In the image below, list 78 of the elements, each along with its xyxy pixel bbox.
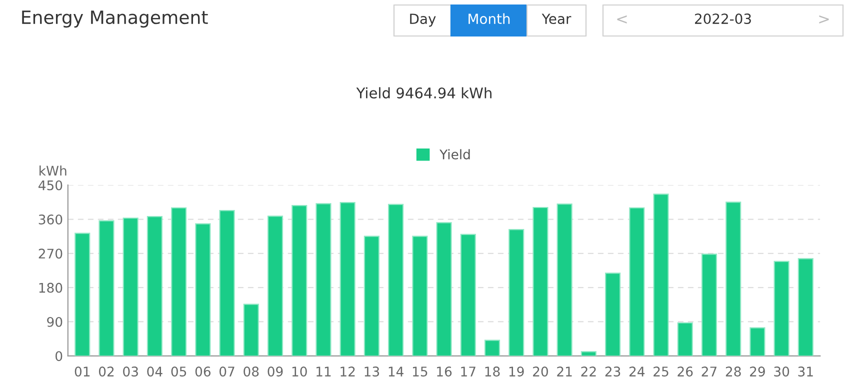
x-tick-label: 20 [533, 366, 548, 377]
text: Day [410, 14, 436, 27]
x-tick-label: 16 [437, 366, 452, 377]
x-tick-label: 10 [292, 366, 307, 377]
x-tick-label: 06 [195, 366, 210, 377]
y-tick-label: 180 [39, 282, 62, 293]
x-tick-label: 29 [750, 366, 765, 377]
text: < [617, 15, 627, 24]
bar [267, 216, 284, 356]
x-tick-label: 17 [461, 366, 476, 376]
x-tick-label: 11 [316, 366, 331, 376]
bar [171, 207, 187, 356]
bar [580, 351, 596, 356]
y-tick-label: 450 [38, 180, 62, 190]
x-tick-label: 22 [581, 366, 596, 376]
x-tick-label: 08 [244, 366, 259, 377]
bar [219, 210, 235, 356]
bar [340, 202, 356, 356]
x-tick-label: 19 [509, 366, 524, 377]
bar [436, 222, 452, 356]
bar [484, 340, 500, 356]
chart-title: Energy Management [22, 10, 208, 28]
x-tick-label: 13 [364, 366, 380, 377]
bar [195, 223, 211, 356]
x-tick-label: 03 [123, 366, 138, 377]
y-axis-title: kWh [40, 166, 66, 176]
bar [122, 218, 138, 356]
bar [653, 194, 669, 356]
text: Month [468, 13, 510, 24]
x-tick-label: 23 [605, 366, 620, 377]
y-tick-label: 0 [56, 351, 62, 362]
bar [460, 234, 476, 356]
text: > [819, 15, 829, 24]
x-tick-label: 30 [774, 366, 790, 377]
x-tick-label: 27 [702, 366, 716, 376]
y-tick-label: 90 [47, 316, 62, 327]
legend-label: Yield [440, 149, 470, 160]
y-tick-label: 270 [38, 248, 62, 259]
x-tick-label: 26 [678, 366, 693, 377]
bar [750, 327, 766, 356]
x-tick-label: 05 [171, 366, 186, 377]
bar [146, 216, 162, 356]
chart-subtitle: Yield 9464.94 kWh [356, 87, 492, 98]
bar [605, 272, 621, 356]
x-tick-label: 18 [485, 366, 500, 377]
bar [98, 220, 114, 356]
bar [556, 204, 572, 356]
bar [532, 206, 548, 356]
x-tick-label: 01 [74, 366, 90, 377]
bar [412, 236, 428, 356]
bar [677, 322, 693, 356]
text: Year [542, 14, 572, 24]
x-tick-label: 02 [98, 366, 114, 377]
x-tick-label: 21 [557, 366, 572, 376]
bar [726, 202, 742, 356]
x-tick-label: 07 [220, 366, 234, 377]
x-tick-label: 12 [340, 366, 355, 376]
text: 2022-03 [695, 14, 751, 24]
x-tick-label: 15 [412, 366, 428, 377]
bar [774, 260, 790, 356]
bar [798, 258, 814, 356]
bar [364, 236, 380, 356]
x-tick-label: 25 [654, 366, 668, 377]
x-tick-label: 14 [388, 366, 404, 376]
y-tick-label: 360 [38, 214, 62, 224]
bar [629, 207, 645, 356]
bar [388, 204, 404, 356]
bar [316, 203, 332, 356]
x-tick-label: 04 [147, 366, 162, 377]
bar [508, 228, 524, 356]
x-tick-label: 28 [726, 366, 741, 377]
bar [292, 205, 308, 356]
bar [701, 254, 718, 356]
x-tick-label: 31 [798, 366, 813, 377]
x-tick-label: 24 [629, 366, 645, 376]
bar [243, 304, 259, 356]
bar [74, 232, 90, 356]
x-tick-label: 09 [268, 366, 283, 377]
